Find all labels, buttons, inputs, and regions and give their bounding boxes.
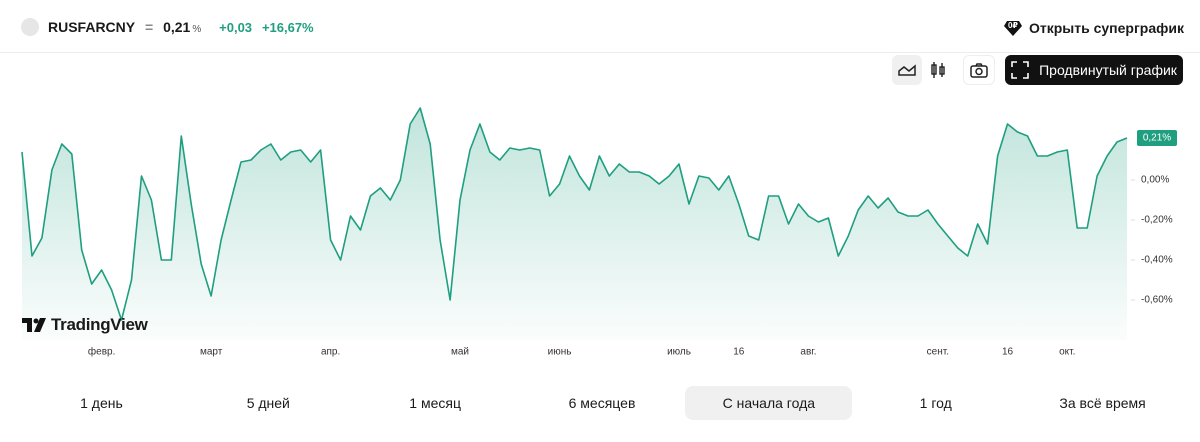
last-value-label: 0,21%	[1143, 133, 1171, 144]
line	[21, 107, 1128, 321]
x-tick-label: 16	[1002, 347, 1014, 358]
y-tick-label: -0,40%	[1141, 255, 1173, 266]
candle-icon	[931, 62, 945, 78]
screenshot-button[interactable]	[963, 55, 995, 85]
x-tick-label: июль	[667, 347, 691, 358]
x-tick-label: апр.	[321, 347, 340, 358]
x-tick-label: авг.	[800, 347, 816, 358]
period-button[interactable]: 5 дней	[246, 395, 290, 411]
candle-view-button[interactable]	[923, 55, 953, 85]
svg-text:0₽: 0₽	[1008, 21, 1018, 30]
change: +0,03	[219, 20, 253, 35]
price-unit: %	[192, 24, 202, 35]
x-tick-label: март	[200, 347, 223, 358]
open-supergraph[interactable]: 0₽ Открыть суперграфик	[1003, 18, 1184, 38]
equals: =	[145, 19, 154, 35]
expand-icon	[1011, 61, 1029, 79]
x-tick-label: 16	[733, 347, 745, 358]
camera-icon	[970, 63, 988, 78]
ticker: RUSFARCNY	[48, 19, 136, 35]
quote: RUSFARCNY = 0,21% +0,03 +16,67%	[48, 19, 320, 35]
area-icon	[898, 64, 916, 76]
price: 0,21	[163, 19, 191, 35]
x-tick-label: окт.	[1059, 347, 1075, 358]
ticker-icon	[21, 18, 39, 36]
y-tick-label: 0,00%	[1141, 175, 1169, 186]
tradingview-logo: TradingView	[22, 315, 148, 335]
period-button[interactable]: 1 год	[919, 395, 952, 411]
period-button[interactable]: За всё время	[1059, 395, 1146, 411]
period-button[interactable]: 1 месяц	[409, 395, 461, 411]
advanced-label: Продвинутый график	[1039, 62, 1177, 78]
x-tick-label: сент.	[927, 347, 949, 358]
badge-bg	[1137, 130, 1177, 146]
period-button[interactable]: С начала года	[685, 386, 853, 420]
diamond-icon: 0₽	[1003, 21, 1022, 36]
logo-text: TradingView	[51, 315, 148, 334]
tv-icon	[22, 318, 46, 332]
x-tick-label: май	[451, 347, 469, 358]
period-selector: 1 день 5 дней 1 месяц 6 месяцев С начала год…	[18, 386, 1186, 420]
header: RUSFARCNY = 0,21% +0,03 +16,67% 0₽ Откры…	[0, 0, 1200, 53]
area	[22, 108, 1127, 340]
advanced-chart-button[interactable]: Продвинутый график	[1005, 55, 1183, 85]
change-percent: +16,67%	[261, 20, 314, 35]
y-tick-label: -0,20%	[1141, 215, 1173, 226]
open-label: Открыть суперграфик	[1028, 20, 1184, 36]
chart: 0,00% -0,20% -0,40% -0,60% февр. март апр. май и…	[21, 107, 1177, 358]
period-button[interactable]: 6 месяцев	[568, 395, 636, 411]
x-tick-label: июнь	[548, 347, 572, 358]
last-value-badge: 0,21%	[1137, 130, 1177, 146]
y-tick-label: -0,60%	[1141, 295, 1173, 306]
x-tick-label: февр.	[88, 346, 115, 358]
period-button[interactable]: 1 день	[80, 395, 123, 411]
area-view-button[interactable]	[892, 55, 922, 85]
